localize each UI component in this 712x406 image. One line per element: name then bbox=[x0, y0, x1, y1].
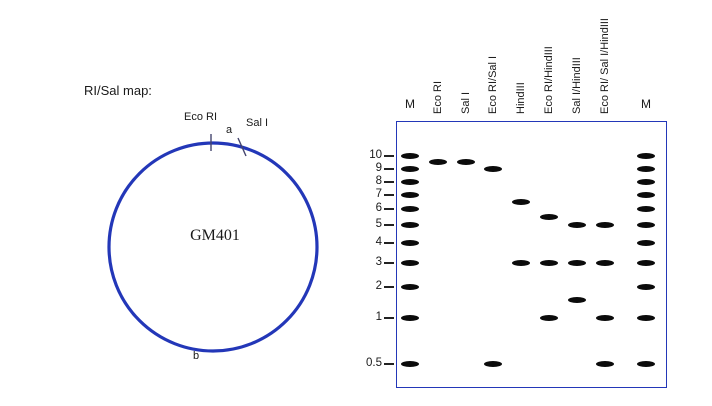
ladder-value-label: 7 bbox=[375, 188, 382, 200]
gel-band bbox=[512, 260, 530, 266]
lane-label-marker: M bbox=[641, 97, 651, 111]
lane-label: Eco RI/HindIII bbox=[543, 46, 555, 114]
gel-band bbox=[637, 361, 655, 367]
ecori-site-label: Eco RI bbox=[184, 111, 218, 123]
gel-band bbox=[512, 198, 530, 205]
ladder-tick bbox=[384, 168, 394, 170]
gel-box bbox=[396, 121, 667, 388]
gel-band bbox=[637, 284, 655, 290]
ladder-value-label: 9 bbox=[375, 162, 382, 174]
map-title: RI/Sal map: bbox=[84, 83, 152, 98]
ladder-value-label: 8 bbox=[375, 175, 382, 187]
ladder-tick bbox=[384, 155, 394, 157]
ladder-tick bbox=[384, 363, 394, 365]
ladder-tick bbox=[384, 194, 394, 196]
gel-band bbox=[596, 222, 614, 228]
ladder-value-label: 1 bbox=[375, 311, 382, 323]
sali-site-tick bbox=[237, 137, 247, 157]
gel-band bbox=[484, 166, 502, 172]
gel-band bbox=[401, 192, 419, 198]
ladder-tick bbox=[384, 262, 394, 264]
lane-label: HindIII bbox=[515, 82, 527, 114]
gel-band bbox=[596, 260, 614, 266]
ladder-value-label: 0.5 bbox=[366, 357, 382, 369]
gel-band bbox=[637, 222, 655, 228]
gel-band bbox=[401, 315, 419, 321]
gel-band bbox=[540, 213, 558, 220]
ladder-tick bbox=[384, 181, 394, 183]
ladder-tick bbox=[384, 242, 394, 244]
gel-band bbox=[596, 315, 614, 321]
gel-band bbox=[401, 206, 419, 212]
gel-band bbox=[637, 206, 655, 212]
gel-band bbox=[457, 159, 475, 166]
gel-band bbox=[401, 179, 419, 185]
gel-band bbox=[637, 315, 655, 321]
lane-label-marker: M bbox=[405, 97, 415, 111]
gel-band bbox=[401, 166, 419, 172]
ladder-value-label: 6 bbox=[375, 202, 382, 214]
ladder-value-label: 4 bbox=[375, 236, 382, 248]
ladder-value-label: 10 bbox=[369, 149, 382, 161]
gel-band bbox=[568, 260, 586, 266]
gel-band bbox=[401, 284, 419, 290]
ladder-value-label: 2 bbox=[375, 280, 382, 292]
gel-band bbox=[401, 361, 419, 367]
lane-label: Sal I/HindIII bbox=[571, 57, 583, 114]
ladder-value-label: 3 bbox=[375, 256, 382, 268]
gel-band bbox=[401, 222, 419, 228]
ladder-tick bbox=[384, 224, 394, 226]
gel-band bbox=[568, 296, 586, 303]
gel-band bbox=[484, 361, 502, 367]
gel-band bbox=[429, 159, 447, 166]
gel-band bbox=[637, 260, 655, 266]
gel-band bbox=[401, 260, 419, 266]
plasmid-map-drawing bbox=[107, 134, 319, 353]
gel-band bbox=[637, 192, 655, 198]
sali-site-label: Sal I bbox=[246, 117, 269, 129]
lane-label: Eco RI bbox=[432, 80, 444, 114]
gel-band bbox=[568, 222, 586, 228]
gel-band bbox=[401, 153, 419, 159]
gel-band bbox=[540, 315, 558, 321]
ladder-tick bbox=[384, 286, 394, 288]
ladder-value-label: 5 bbox=[375, 218, 382, 230]
plasmid-circle bbox=[107, 141, 319, 353]
segment-b-label: b bbox=[193, 350, 200, 362]
lane-label: Eco RI/Sal I bbox=[487, 55, 499, 114]
ladder-tick bbox=[384, 208, 394, 210]
gel-band bbox=[401, 240, 419, 246]
segment-a-label: a bbox=[226, 124, 233, 136]
ladder-tick bbox=[384, 317, 394, 319]
gel-band bbox=[637, 240, 655, 246]
lane-label: Sal I bbox=[460, 91, 472, 114]
gel-band bbox=[637, 153, 655, 159]
lane-label: Eco RI/ Sal I/HindIII bbox=[599, 18, 611, 114]
gel-band bbox=[637, 166, 655, 172]
gel-band bbox=[637, 179, 655, 185]
plasmid-name: GM401 bbox=[190, 227, 240, 244]
gel-band bbox=[596, 361, 614, 367]
gel-band bbox=[540, 260, 558, 266]
